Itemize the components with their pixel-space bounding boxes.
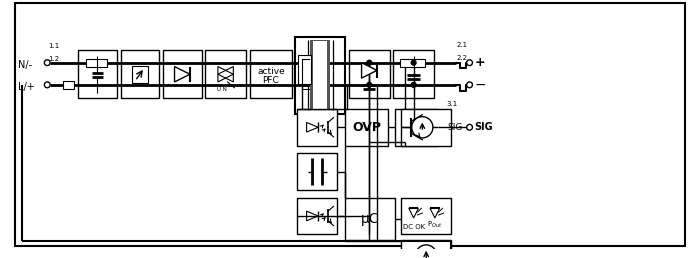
Text: 2.1: 2.1 (456, 42, 467, 48)
Circle shape (416, 245, 437, 258)
Text: active: active (257, 67, 285, 76)
Bar (401, 198, 452, 234)
Bar (205, 50, 246, 98)
Polygon shape (174, 67, 190, 82)
Bar (163, 50, 202, 98)
Bar (349, 50, 389, 98)
Text: 3.1: 3.1 (447, 101, 458, 107)
Text: 2.2: 2.2 (456, 55, 467, 61)
Bar (345, 198, 396, 240)
Text: 1.2: 1.2 (48, 56, 60, 62)
Text: N/-: N/- (18, 60, 32, 70)
Bar (297, 109, 337, 146)
Bar (250, 50, 292, 98)
Bar (395, 109, 438, 146)
Bar (393, 50, 434, 98)
Text: 1.1: 1.1 (48, 43, 60, 49)
Text: DC OK: DC OK (402, 224, 425, 230)
Circle shape (367, 60, 372, 65)
Bar (295, 37, 345, 114)
Polygon shape (362, 63, 377, 78)
Circle shape (467, 60, 473, 66)
Bar (297, 198, 337, 234)
Bar (297, 153, 337, 190)
Bar (86, 59, 107, 67)
Bar (401, 109, 452, 146)
Bar (298, 55, 312, 84)
Text: L/+: L/+ (18, 82, 35, 92)
Circle shape (44, 60, 50, 66)
Bar (63, 81, 74, 89)
Text: P$_{Out}$: P$_{Out}$ (427, 220, 442, 230)
Circle shape (367, 83, 372, 87)
Text: +: + (475, 56, 485, 69)
Text: SIG: SIG (447, 123, 463, 132)
Text: PFC: PFC (262, 76, 279, 85)
Circle shape (412, 117, 433, 138)
Bar (345, 109, 388, 146)
Bar (78, 50, 117, 98)
Bar (311, 41, 330, 110)
Text: OVP: OVP (352, 121, 381, 134)
Circle shape (467, 124, 473, 130)
Circle shape (44, 82, 50, 88)
Text: SIG: SIG (475, 122, 493, 132)
Text: μC: μC (361, 212, 379, 226)
Circle shape (411, 60, 416, 65)
Bar (314, 42, 327, 109)
Circle shape (467, 82, 473, 88)
Bar (400, 59, 425, 67)
Text: U N: U N (217, 87, 227, 92)
Circle shape (411, 83, 416, 87)
Bar (132, 66, 148, 83)
Bar (120, 50, 159, 98)
Bar (401, 240, 452, 258)
Text: −: − (475, 78, 486, 92)
